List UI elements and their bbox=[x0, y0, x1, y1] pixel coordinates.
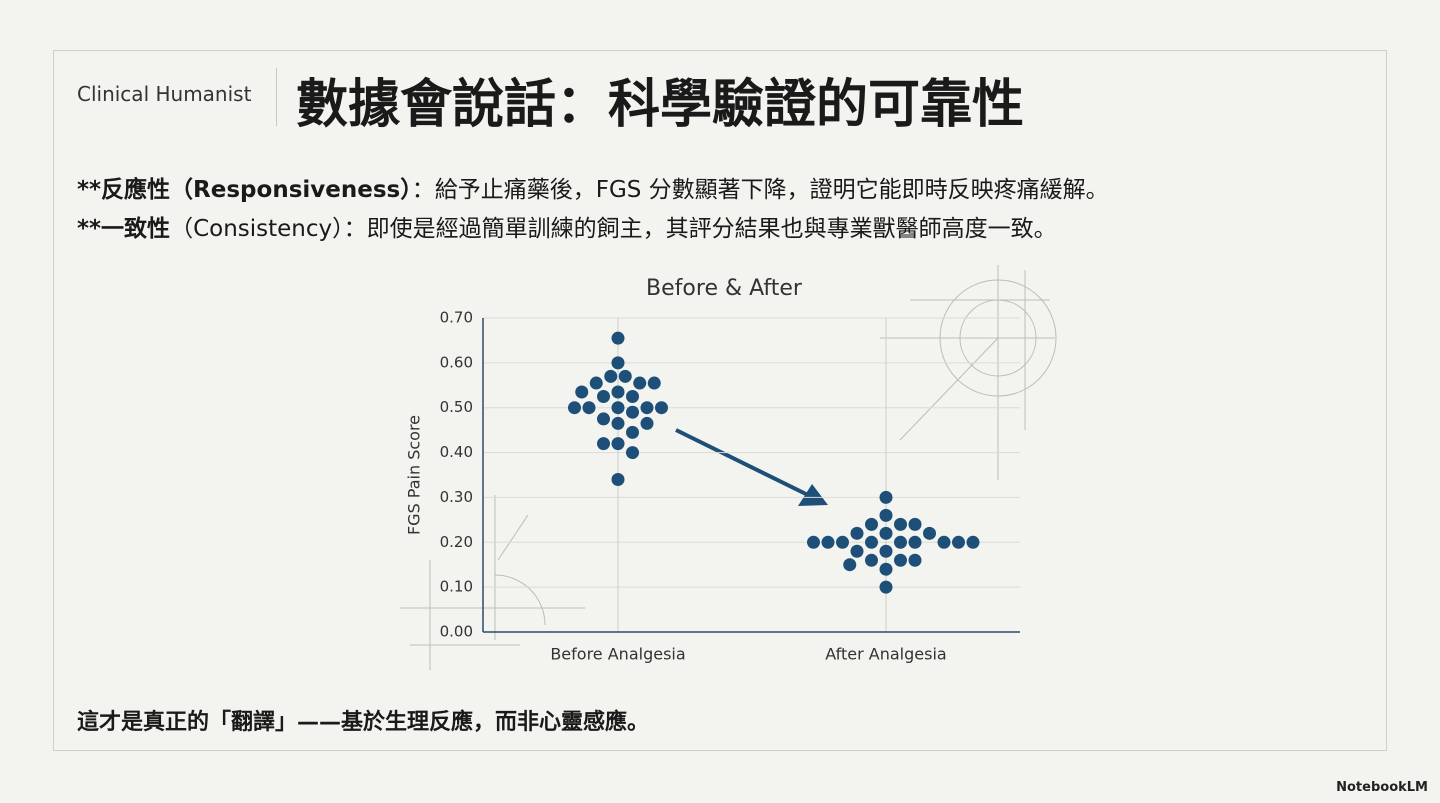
data-point bbox=[923, 526, 936, 540]
x-tick-label: After Analgesia bbox=[825, 645, 946, 664]
y-tick-label: 0.60 bbox=[440, 353, 473, 371]
y-tick-label: 0.00 bbox=[440, 623, 473, 641]
data-point bbox=[879, 580, 893, 594]
data-point bbox=[879, 562, 893, 576]
data-point bbox=[626, 425, 639, 439]
x-tick-label: Before Analgesia bbox=[550, 645, 685, 664]
data-point bbox=[626, 446, 639, 460]
data-point bbox=[582, 401, 596, 415]
data-point bbox=[640, 401, 654, 415]
y-axis-label: FGS Pain Score bbox=[405, 415, 424, 535]
data-point bbox=[865, 535, 878, 549]
trend-arrow bbox=[675, 428, 813, 499]
data-point bbox=[908, 517, 922, 531]
brand: Clinical Humanist bbox=[77, 82, 252, 106]
data-point bbox=[908, 553, 922, 567]
point-label: **一致性 bbox=[77, 216, 171, 242]
data-point bbox=[611, 472, 625, 486]
data-point bbox=[865, 553, 878, 567]
data-point bbox=[850, 544, 864, 558]
data-point bbox=[908, 535, 922, 549]
y-tick-label: 0.40 bbox=[440, 443, 473, 461]
y-tick-label: 0.20 bbox=[440, 533, 473, 551]
data-point bbox=[952, 535, 965, 549]
data-point bbox=[611, 401, 625, 415]
data-point bbox=[626, 405, 639, 419]
divider bbox=[276, 68, 277, 126]
data-point bbox=[568, 401, 581, 415]
data-point bbox=[604, 369, 618, 383]
chart-title: Before & After bbox=[646, 276, 803, 301]
data-point bbox=[879, 490, 893, 504]
data-point bbox=[611, 331, 625, 345]
data-point bbox=[966, 535, 980, 549]
data-point bbox=[850, 526, 864, 540]
data-point bbox=[626, 390, 639, 403]
data-point bbox=[894, 535, 907, 549]
data-point bbox=[597, 437, 610, 451]
footer: 這才是真正的「翻譯」——基於生理反應，而非心靈感應。 bbox=[77, 710, 650, 735]
data-point bbox=[894, 553, 907, 567]
data-point bbox=[937, 535, 951, 549]
data-point bbox=[836, 535, 849, 549]
point-label: **反應性（Responsiveness） bbox=[77, 177, 412, 203]
data-point bbox=[894, 517, 907, 531]
page-title: 數據會說話：科學驗證的可靠性 bbox=[296, 74, 1025, 135]
data-point bbox=[879, 508, 893, 522]
data-point bbox=[611, 356, 625, 370]
watermark: NotebookLM bbox=[1336, 780, 1428, 795]
data-point bbox=[597, 390, 610, 403]
data-point bbox=[647, 376, 661, 390]
data-point bbox=[865, 517, 878, 531]
data-point bbox=[640, 416, 654, 430]
point-text: （Consistency）：即使是經過簡單訓練的飼主，其評分結果也與專業獸醫師高… bbox=[170, 216, 1057, 242]
data-point bbox=[633, 376, 647, 390]
arrow-head bbox=[798, 484, 828, 506]
y-tick-label: 0.30 bbox=[440, 488, 473, 506]
y-tick-label: 0.10 bbox=[440, 578, 473, 596]
data-point bbox=[879, 526, 893, 540]
frame bbox=[53, 50, 1387, 751]
point: **一致性（Consistency）：即使是經過簡單訓練的飼主，其評分結果也與專… bbox=[77, 209, 1057, 243]
data-point bbox=[589, 376, 603, 390]
data-point bbox=[611, 385, 625, 399]
data-point bbox=[611, 437, 625, 451]
data-point bbox=[575, 385, 589, 399]
data-point bbox=[879, 544, 893, 558]
point-text: ：給予止痛藥後，FGS 分數顯著下降，證明它能即時反映疼痛緩解。 bbox=[411, 177, 1109, 203]
data-point bbox=[597, 412, 610, 426]
decoration bbox=[400, 265, 1057, 670]
data-point bbox=[655, 401, 668, 415]
data-point bbox=[843, 558, 857, 572]
data-point bbox=[611, 416, 625, 430]
data-point bbox=[821, 535, 835, 549]
y-tick-label: 0.70 bbox=[440, 309, 473, 327]
data-point bbox=[807, 535, 820, 549]
data-point bbox=[618, 369, 632, 383]
y-tick-label: 0.50 bbox=[440, 398, 473, 416]
point: **反應性（Responsiveness）：給予止痛藥後，FGS 分數顯著下降，… bbox=[77, 170, 1109, 204]
